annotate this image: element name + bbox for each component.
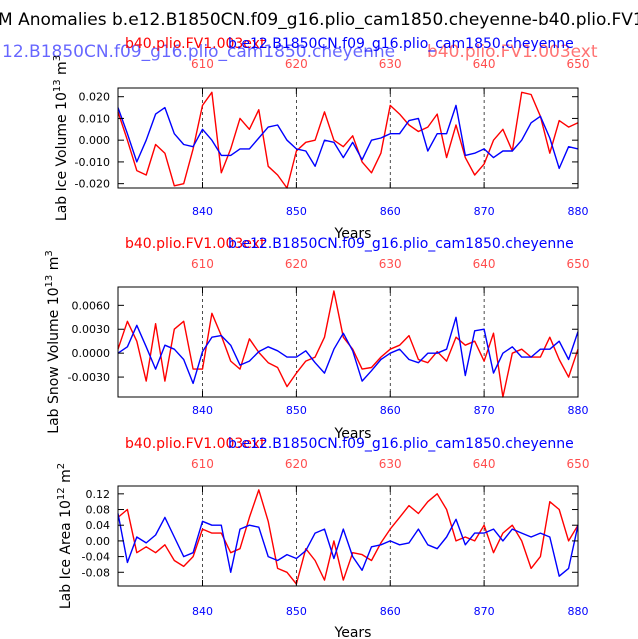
top-label-red: b40.plio.FV1.003ext — [125, 36, 266, 52]
x-top-tick-label: 650 — [567, 457, 590, 471]
y-tick-label: 0.000 — [79, 134, 111, 147]
y-tick-label: 0.0060 — [72, 299, 111, 312]
x-axis-label: Years — [334, 625, 372, 639]
top-label-red: b40.plio.FV1.003ext — [125, 436, 266, 452]
y-axis-label: Lab Ice Volume 1013 m3 — [52, 55, 70, 221]
x-top-tick-label: 610 — [191, 257, 214, 271]
x-bottom-tick-label: 860 — [380, 404, 401, 417]
plot-frame — [117, 87, 579, 189]
x-axis-label: Years — [334, 426, 372, 442]
x-top-tick-label: 620 — [285, 257, 308, 271]
x-bottom-tick-label: 870 — [474, 205, 495, 218]
x-bottom-tick-label: 880 — [568, 404, 589, 417]
y-tick-label: 0.0000 — [72, 347, 111, 360]
red-series-line — [117, 290, 579, 398]
y-tick-label: 0.00 — [86, 535, 111, 548]
x-top-tick-label: 640 — [473, 457, 496, 471]
top-label-blue: b.e12.B1850CN.f09_g16.plio_cam1850.cheye… — [228, 236, 574, 252]
y-tick-label: 0.020 — [79, 91, 111, 104]
blue-series-line — [117, 513, 579, 577]
x-bottom-tick-label: 840 — [192, 404, 213, 417]
top-label-blue: b.e12.B1850CN.f09_g16.plio_cam1850.cheye… — [228, 436, 574, 452]
plot-frame — [117, 485, 579, 587]
y-tick-label: 0.010 — [79, 112, 111, 125]
red-series-line — [117, 91, 579, 189]
x-top-tick-label: 630 — [379, 257, 402, 271]
y-tick-label: -0.010 — [75, 156, 110, 169]
x-bottom-tick-label: 840 — [192, 605, 213, 618]
y-axis-label: Lab Ice Area 1012 m2 — [56, 463, 74, 609]
x-top-tick-label: 640 — [473, 257, 496, 271]
x-bottom-tick-label: 840 — [192, 205, 213, 218]
x-top-tick-label: 630 — [379, 57, 402, 71]
y-tick-label: -0.020 — [75, 178, 110, 191]
y-tick-label: 0.0030 — [72, 323, 111, 336]
y-tick-label: 0.08 — [86, 504, 111, 517]
subtitle-blue: 12.B1850CN.f09_g16.plio_cam1850.cheyenne — [2, 42, 395, 62]
x-bottom-tick-label: 870 — [474, 404, 495, 417]
y-tick-label: -0.04 — [82, 551, 110, 564]
x-bottom-tick-label: 850 — [286, 205, 307, 218]
x-top-tick-label: 610 — [191, 57, 214, 71]
x-bottom-tick-label: 880 — [568, 205, 589, 218]
red-series-line — [117, 489, 579, 585]
top-label-blue: b.e12.B1850CN.f09_g16.plio_cam1850.cheye… — [228, 36, 574, 52]
x-top-tick-label: 620 — [285, 457, 308, 471]
ice-volume-panel: 0.020 0.010 0.000 -0.010 -0.020 840 850 860 870 8… — [52, 36, 589, 242]
x-bottom-tick-label: 880 — [568, 605, 589, 618]
x-bottom-tick-label: 850 — [286, 404, 307, 417]
x-bottom-tick-label: 850 — [286, 605, 307, 618]
x-top-tick-label: 610 — [191, 457, 214, 471]
y-tick-label: -0.08 — [82, 566, 110, 579]
plot-frame — [117, 286, 579, 398]
subtitle-red: b40.plio.FV1.003ext — [427, 42, 598, 62]
x-top-tick-label: 630 — [379, 457, 402, 471]
y-tick-label: 0.12 — [86, 488, 111, 501]
y-axis-label: Lab Snow Volume 1013 m3 — [44, 250, 62, 433]
x-top-tick-label: 620 — [285, 57, 308, 71]
x-bottom-tick-label: 860 — [380, 605, 401, 618]
top-label-red: b40.plio.FV1.003ext — [125, 236, 266, 252]
y-tick-label: 0.04 — [86, 519, 111, 532]
x-bottom-tick-label: 860 — [380, 205, 401, 218]
ice-area-panel: 0.12 0.08 0.04 0.00 -0.04 -0.08 840 850 860 870 88… — [56, 436, 589, 639]
main-title: M Anomalies b.e12.B1850CN.f09_g16.plio_c… — [0, 10, 638, 30]
blue-series-line — [117, 316, 579, 385]
snow-volume-panel: 0.0060 0.0030 0.0000 -0.0030 840 850 860 870 880… — [44, 236, 589, 442]
x-bottom-tick-label: 870 — [474, 605, 495, 618]
x-axis-label: Years — [334, 226, 372, 242]
y-tick-label: -0.0030 — [68, 371, 110, 384]
x-top-tick-label: 650 — [567, 57, 590, 71]
blue-series-line — [117, 104, 579, 170]
x-top-tick-label: 650 — [567, 257, 590, 271]
x-top-tick-label: 640 — [473, 57, 496, 71]
